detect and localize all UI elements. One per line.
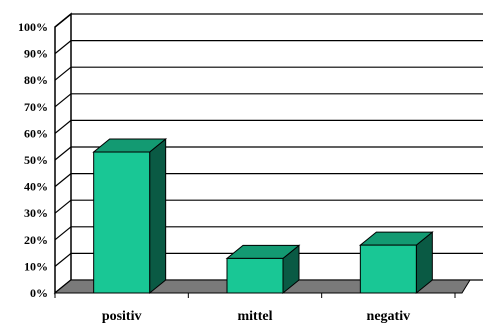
bar-front [359, 244, 417, 294]
y-tick-label: 20% [24, 233, 48, 247]
y-tick-label: 40% [24, 180, 48, 194]
category-label: negativ [367, 309, 411, 324]
y-tick-label: 100% [18, 20, 48, 34]
gridline-side [54, 146, 72, 161]
gridline-side [54, 199, 72, 214]
y-tick-label: 0% [30, 286, 48, 300]
y-tick-label: 70% [24, 100, 48, 114]
y-tick-label: 50% [24, 153, 48, 167]
y-axis-ticks: 0% 10% 20% 30% 40% 50% 60% 70% 80% 90% 100% [18, 20, 48, 300]
y-tick-label: 90% [24, 47, 48, 61]
bars [92, 137, 434, 295]
gridline-side [54, 13, 72, 28]
bar-front [93, 151, 151, 294]
y-tick-label: 30% [24, 206, 48, 220]
x-axis-categories: positiv mittel negativ [102, 309, 410, 324]
category-label: positiv [102, 309, 142, 324]
category-label: mittel [238, 309, 273, 324]
gridline-side [54, 252, 72, 267]
gridline-side [54, 173, 72, 188]
bar [225, 244, 301, 295]
bar [358, 231, 434, 295]
bar [92, 137, 168, 295]
y-tick-label: 10% [24, 259, 48, 273]
y-tick-label: 80% [24, 73, 48, 87]
bar-side [149, 137, 167, 295]
bar-front [226, 257, 284, 294]
gridline-side [54, 119, 72, 134]
gridline-side [54, 226, 72, 241]
gridline-side [54, 40, 72, 55]
gridline-side [54, 93, 72, 108]
y-tick-label: 60% [24, 126, 48, 140]
gridline-side [54, 66, 72, 81]
